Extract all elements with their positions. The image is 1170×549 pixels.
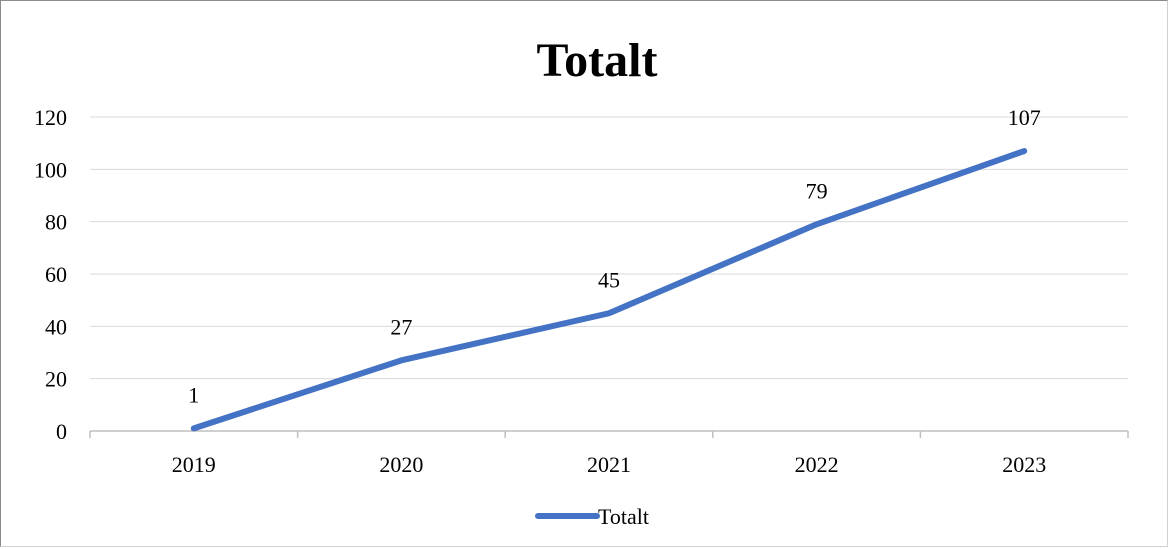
legend: Totalt — [535, 504, 649, 529]
x-tick-label-2021: 2021 — [587, 452, 631, 477]
y-tick-label-80: 80 — [45, 210, 67, 235]
x-tick-label-2022: 2022 — [795, 452, 839, 477]
x-tick-label-2019: 2019 — [172, 452, 216, 477]
data-label-2020: 27 — [390, 314, 412, 339]
chart-title: Totalt — [537, 34, 658, 87]
y-tick-label-20: 20 — [45, 367, 67, 392]
y-tick-label-100: 100 — [34, 157, 67, 182]
y-tick-label-120: 120 — [34, 105, 67, 130]
x-tick-label-2020: 2020 — [379, 452, 423, 477]
data-label-2022: 79 — [806, 178, 828, 203]
x-tick-label-2023: 2023 — [1002, 452, 1046, 477]
gridlines — [90, 116, 1128, 380]
data-label-2021: 45 — [598, 267, 620, 292]
axes: 0 20 40 60 80 100 120 2019 2020 2021 2022 2023 — [34, 105, 1129, 477]
series-layer — [190, 148, 1028, 432]
y-tick-label-60: 60 — [45, 262, 67, 287]
legend-label-totalt: Totalt — [598, 504, 649, 529]
data-labels: 1 27 45 79 107 — [188, 105, 1040, 407]
y-tick-label-0: 0 — [56, 419, 67, 444]
series-line-totalt — [190, 148, 1028, 432]
y-tick-label-40: 40 — [45, 314, 67, 339]
data-label-2023: 107 — [1008, 105, 1041, 130]
data-label-2019: 1 — [188, 382, 199, 407]
